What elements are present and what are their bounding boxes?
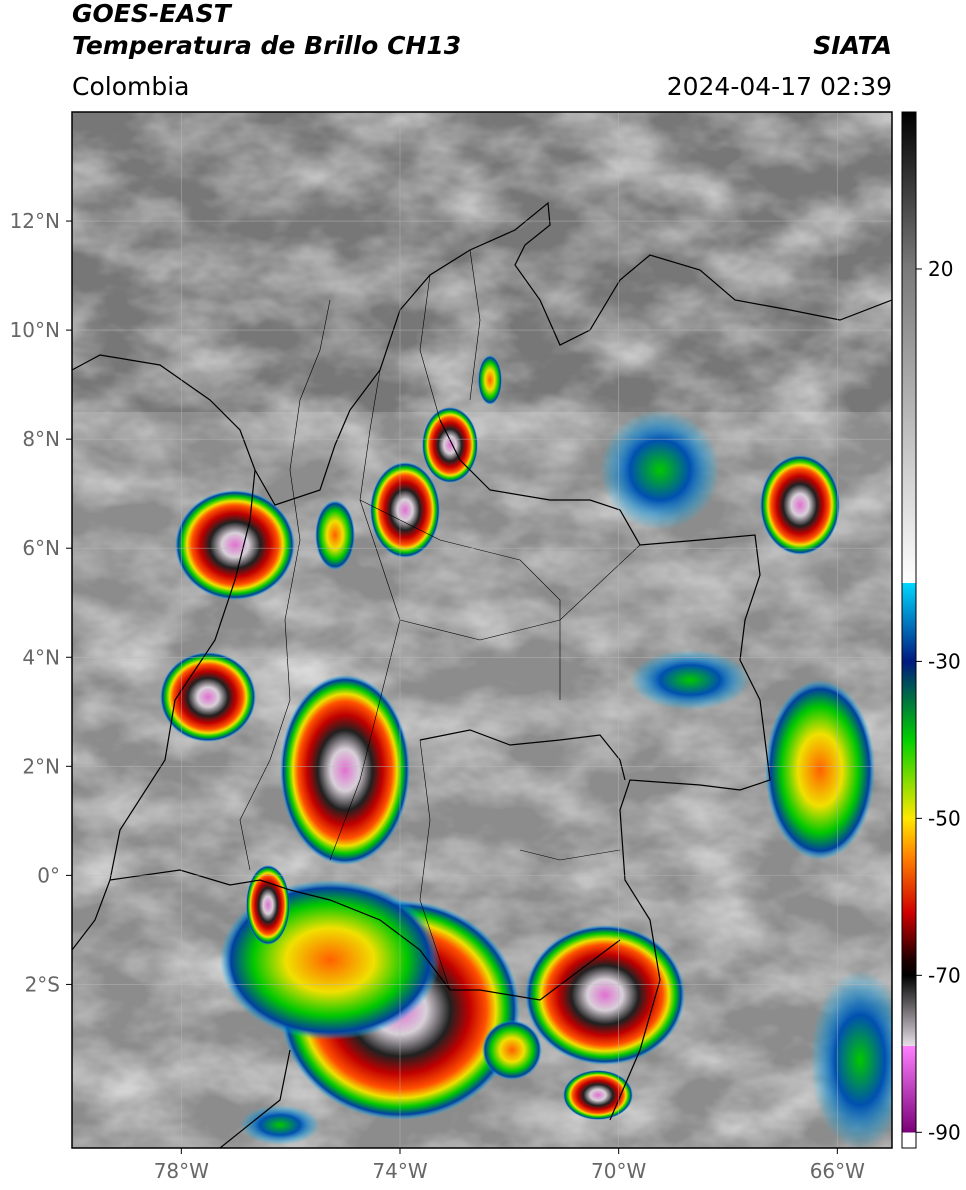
y-tick-label: 2°S <box>25 972 60 996</box>
borders <box>72 201 892 1148</box>
colorbar-tick-label: 20 <box>928 257 953 281</box>
storm-cell <box>175 490 295 600</box>
storm-cell <box>482 1020 542 1080</box>
storm-cell <box>280 675 410 865</box>
colorbar: 20 -30 -50 -70 -90 <box>901 111 961 1149</box>
y-tick-label: 2°N <box>22 754 60 778</box>
source-label: SIATA <box>813 31 892 60</box>
satellite-title: GOES-EAST <box>72 0 233 28</box>
border <box>219 1049 291 1148</box>
storm-cell <box>525 925 685 1065</box>
y-tick-label: 10°N <box>10 318 60 342</box>
colorbar-tick-label: -50 <box>928 806 961 830</box>
region-label: Colombia <box>72 72 189 101</box>
border <box>399 544 641 641</box>
y-tick-label: 8°N <box>22 427 60 451</box>
border <box>329 369 401 861</box>
border <box>419 739 451 991</box>
coastline <box>72 201 892 506</box>
border <box>239 299 331 871</box>
storm-cell <box>315 500 355 570</box>
colorbar-ramp <box>901 111 917 1149</box>
border <box>359 499 561 700</box>
y-tick-label: 0° <box>37 863 60 887</box>
storm-cell <box>240 1105 320 1145</box>
storm-cell <box>630 650 750 710</box>
storm-cell <box>422 407 478 483</box>
map-frame <box>71 111 893 1149</box>
border <box>469 249 481 401</box>
border <box>519 849 621 861</box>
storm-cell <box>765 680 875 860</box>
internal-borders <box>239 249 641 991</box>
storm-cell <box>563 1070 633 1120</box>
storm-cell <box>370 462 440 558</box>
border <box>419 729 626 781</box>
x-tick-label: 78°W <box>154 1159 209 1183</box>
border <box>439 419 771 1121</box>
storm-cell <box>160 652 256 742</box>
storm-cell <box>246 865 290 945</box>
storm-cell <box>760 455 840 555</box>
convective-cells <box>160 355 892 1148</box>
x-tick-label: 66°W <box>810 1159 865 1183</box>
y-tick-label: 6°N <box>22 536 60 560</box>
x-tick-label: 74°W <box>372 1159 427 1183</box>
product-title: Temperatura de Brillo CH13 <box>72 31 461 60</box>
colorbar-tick-label: -70 <box>928 963 961 987</box>
y-tick-label: 12°N <box>10 209 60 233</box>
map-imagery <box>72 112 892 1148</box>
storm-cell <box>810 970 892 1148</box>
storm-cell <box>478 355 502 405</box>
colorbar-tick-label: -90 <box>928 1120 961 1144</box>
y-tick-label: 4°N <box>22 645 60 669</box>
datetime-label: 2024-04-17 02:39 <box>667 72 892 101</box>
border <box>419 274 441 421</box>
storm-cell <box>600 410 720 530</box>
coastline <box>72 469 256 951</box>
x-tick-label: 70°W <box>591 1159 646 1183</box>
border <box>109 869 621 1001</box>
graticule <box>72 112 892 1148</box>
colorbar-tick-label: -30 <box>928 649 961 673</box>
